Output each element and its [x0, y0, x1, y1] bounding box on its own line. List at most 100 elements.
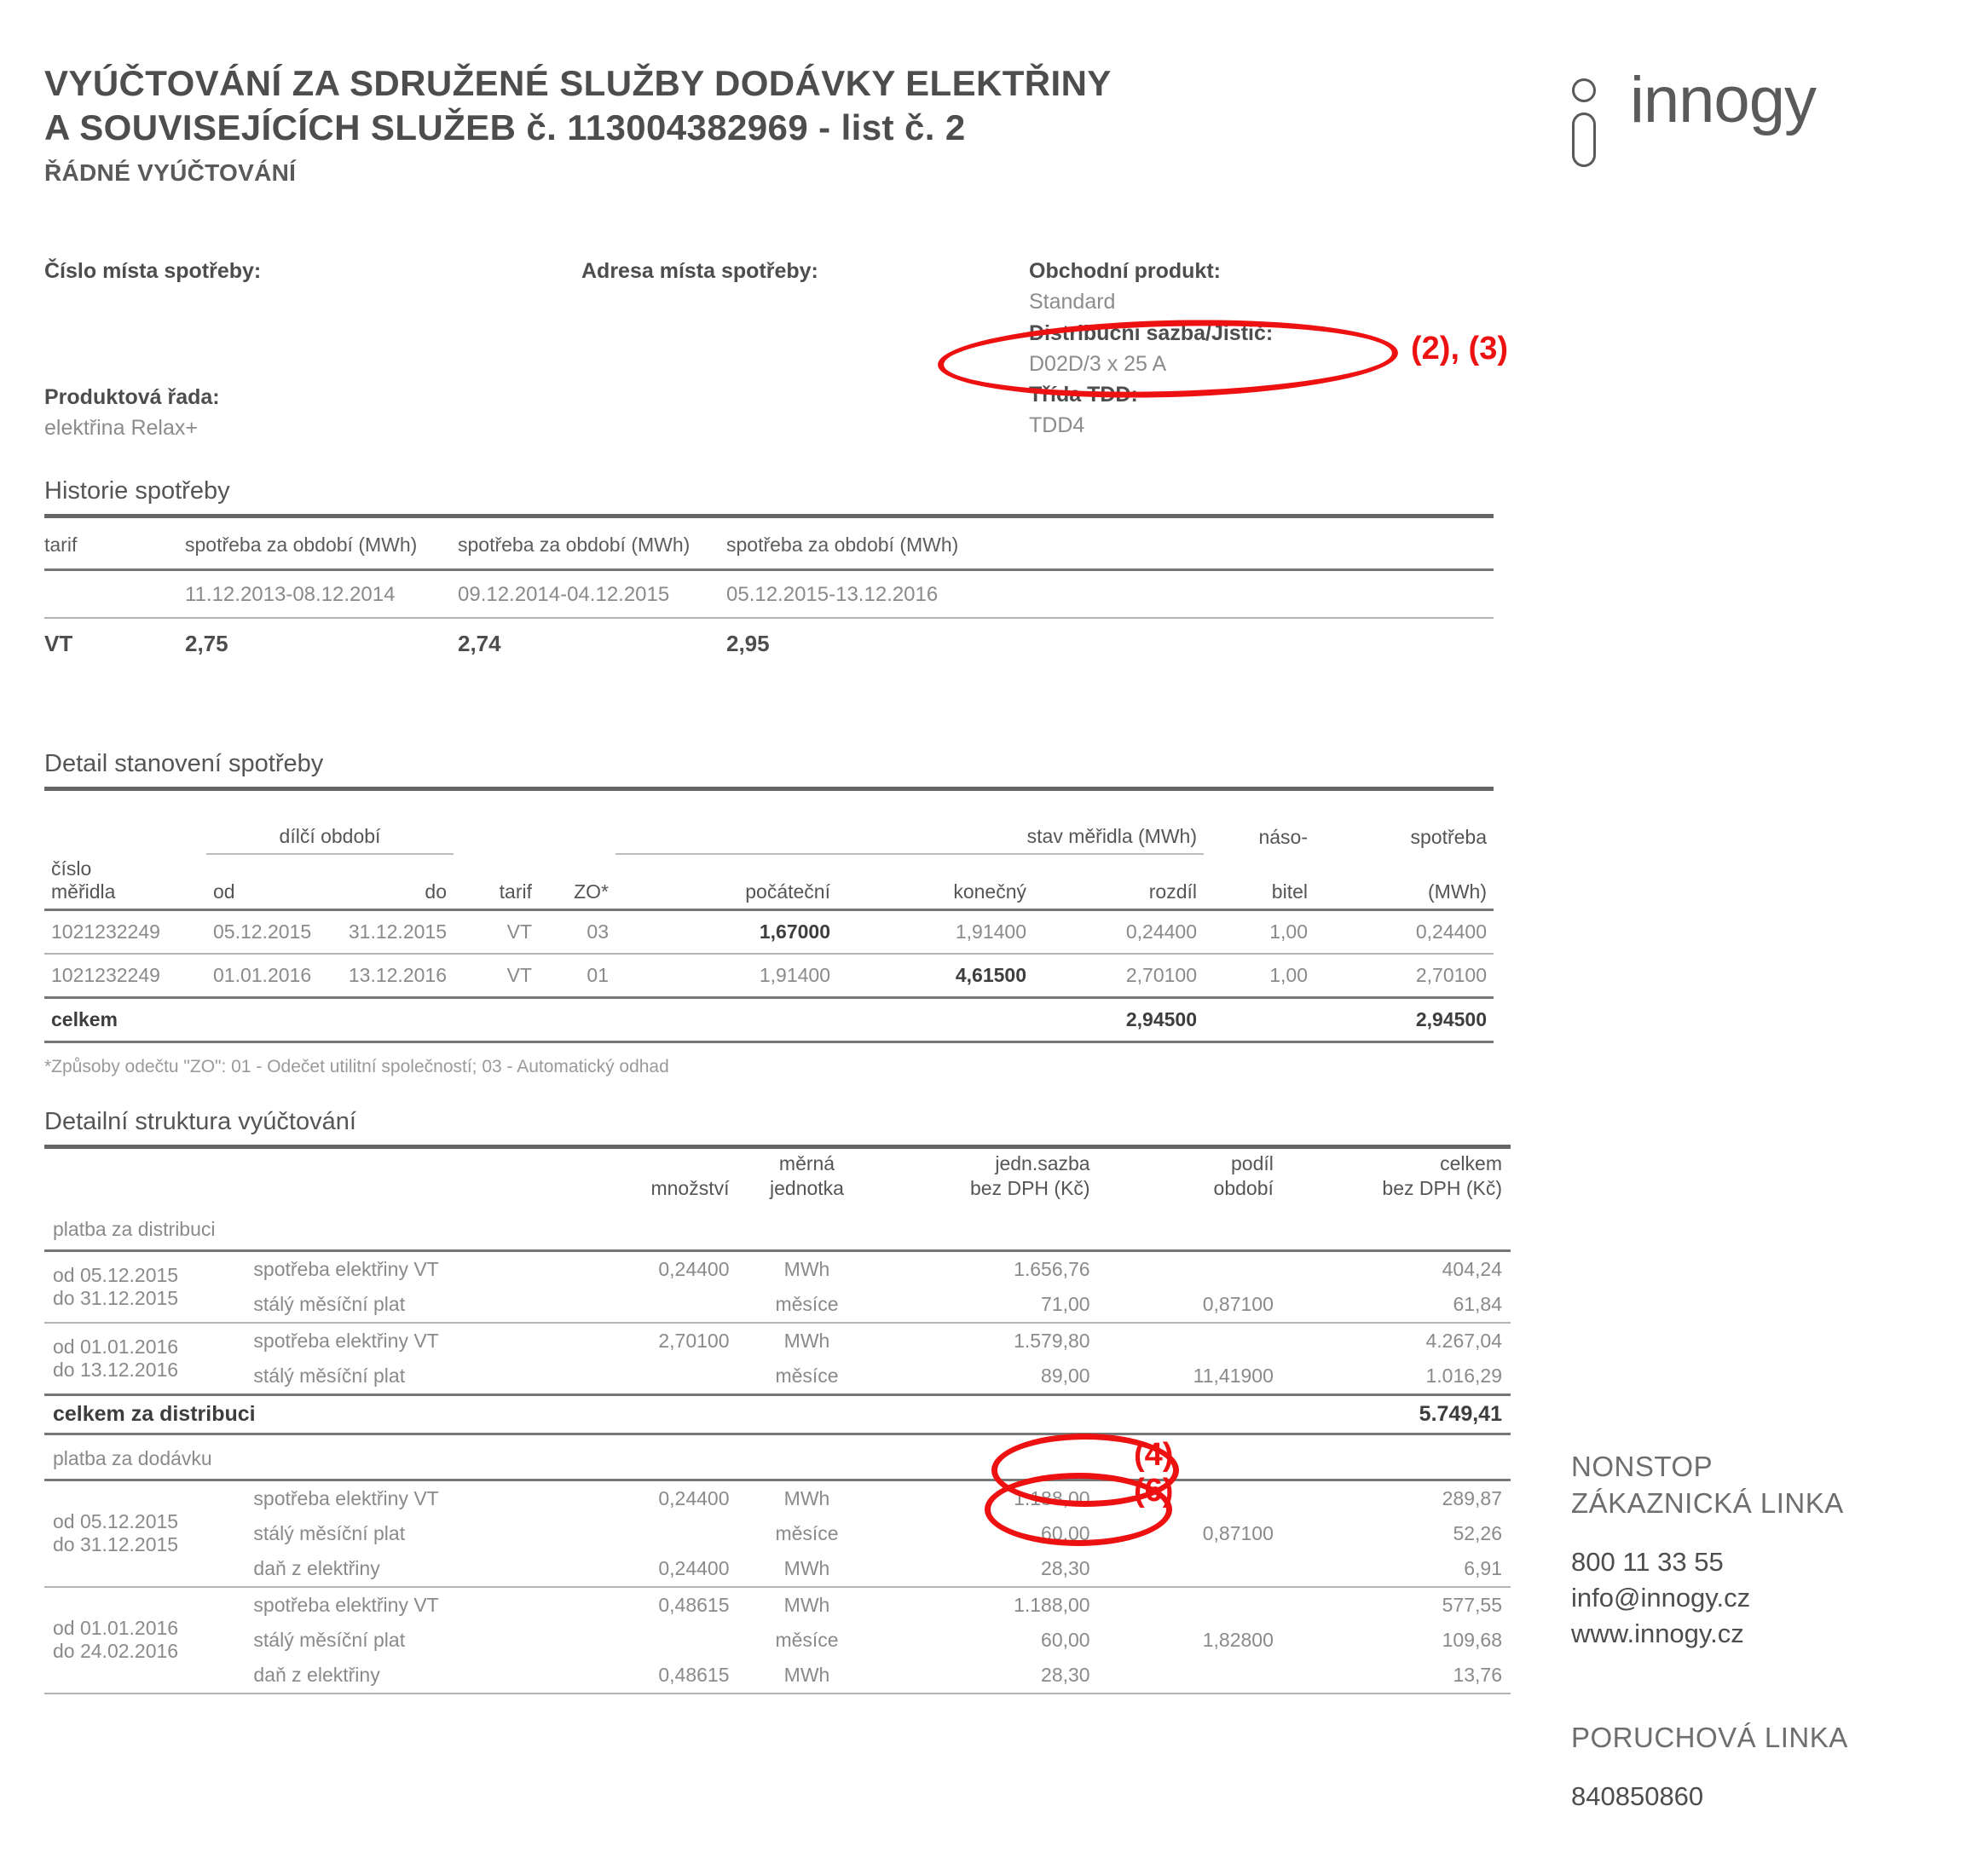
- cell-nasobitel: 1,00: [1269, 920, 1308, 943]
- product-line-block: Produktová řada: elektřina Relax+: [44, 382, 220, 444]
- table-header-row: číslo měřidla od do tarif ZO* počáteční …: [44, 854, 1494, 909]
- table-row: 1021232249 01.01.2016 13.12.2016 VT 01 1…: [44, 955, 1494, 996]
- col-podil-line2: období: [1213, 1176, 1274, 1199]
- table-group-header-row: dílčí období stav měřidla (MWh) náso- sp…: [44, 791, 1494, 855]
- table-row: VT 2,75 2,74 2,95: [44, 619, 1494, 667]
- cell-jednotka: MWh: [783, 1486, 830, 1509]
- cell-tarif: VT: [506, 920, 532, 943]
- consumption-point-number-label: Číslo místa spotřeby:: [44, 259, 262, 283]
- cell-konecny: 4,61500: [955, 964, 1026, 986]
- cell-period-from: od 05.12.2015: [53, 1263, 179, 1286]
- divider: [44, 909, 1494, 911]
- cell-podil: [1099, 1588, 1282, 1623]
- cell-sazba: 60,00: [1041, 1521, 1090, 1544]
- cell-jednotka: MWh: [783, 1593, 830, 1616]
- cell-period: od 05.12.2015 do 31.12.2015: [44, 1252, 245, 1322]
- cell-podil: [1099, 1481, 1282, 1516]
- col-period-2: spotřeba za období (MWh): [458, 534, 691, 556]
- col-celkem: celkem bez DPH (Kč): [1282, 1149, 1511, 1204]
- spacer: [1571, 1757, 1946, 1779]
- info-col-product: Obchodní produkt: Standard Distribuční s…: [1029, 256, 1557, 441]
- cell-jednotka: měsíce: [775, 1521, 839, 1544]
- divider: [44, 1692, 1511, 1694]
- cell-celkem: 577,55: [1442, 1593, 1502, 1616]
- cell-zo: 03: [587, 920, 609, 943]
- cell-spotreba: 2,70100: [1415, 964, 1487, 986]
- cell-empty: [206, 999, 330, 1041]
- cell-period: od 01.01.2016 do 24.02.2016: [44, 1588, 245, 1693]
- consumption-history-heading: Historie spotřeby: [44, 477, 230, 505]
- divider: [44, 1432, 1511, 1435]
- cell-podil: [1099, 1551, 1282, 1586]
- cell-rozdil: 2,70100: [1125, 964, 1197, 986]
- divider-row: [44, 1478, 1511, 1481]
- consumption-detail-heading: Detail stanovení spotřeby: [44, 750, 324, 777]
- cell-celkem: 109,68: [1442, 1628, 1502, 1651]
- distribution-total-value: 5.749,41: [1419, 1401, 1502, 1426]
- col-jedn-sazba: jedn.sazba bez DPH (Kč): [876, 1149, 1099, 1204]
- col-mnozstvi: množství: [650, 1176, 730, 1199]
- customer-phone: 800 11 33 55: [1571, 1546, 1724, 1577]
- cell-empty: [738, 1396, 876, 1433]
- cell-period: od 01.01.2016 do 13.12.2016: [44, 1324, 245, 1394]
- divider: [44, 514, 1494, 518]
- cell-jednotka: MWh: [783, 1663, 830, 1686]
- cell-sazba: 1.188,00: [1014, 1593, 1090, 1616]
- commercial-product-value: Standard: [1029, 290, 1116, 314]
- group-stav-meridla: stav měřidla (MWh): [615, 791, 1204, 855]
- nonstop-label-line1: NONSTOP: [1571, 1451, 1713, 1482]
- cell-jednotka: MWh: [783, 1257, 830, 1280]
- table-row: od 01.01.2016 do 13.12.2016 spotřeba ele…: [44, 1324, 1511, 1381]
- cell-period-to: do 13.12.2016: [53, 1358, 179, 1381]
- col-pocatecni: počáteční: [745, 880, 830, 903]
- cell-total-rozdil: 2,94500: [1125, 1008, 1197, 1030]
- spacer: [1571, 1522, 1946, 1544]
- col-meridla-label: měřidla: [51, 880, 116, 903]
- cell-jednotka: měsíce: [775, 1292, 839, 1315]
- cell-sazba: 28,30: [1041, 1556, 1090, 1579]
- col-sazba-line2: bez DPH (Kč): [970, 1176, 1090, 1199]
- col-tarif: tarif: [44, 534, 78, 556]
- cell-konecny: 1,91400: [955, 920, 1026, 943]
- col-tarif: tarif: [499, 880, 532, 903]
- consumption-history-section: Historie spotřeby tarif spotřeba za obdo…: [44, 477, 1494, 667]
- cell-value-1: 2,75: [185, 631, 228, 656]
- cell-sazba: 71,00: [1041, 1292, 1090, 1315]
- divider-row: [44, 1249, 1511, 1252]
- table-row: daň z elektřiny 0,48615 MWh 28,30 13,76: [44, 1658, 1511, 1693]
- commercial-product-label: Obchodní produkt:: [1029, 259, 1221, 283]
- table-row: daň z elektřiny 0,24400 MWh 28,30 6,91: [44, 1551, 1511, 1586]
- cell-celkem: 1.016,29: [1425, 1364, 1502, 1387]
- divider-row: [44, 953, 1494, 955]
- consumption-detail-table: dílčí období stav měřidla (MWh) náso- sp…: [44, 791, 1494, 1043]
- cell-desc: spotřeba elektřiny VT: [253, 1257, 439, 1280]
- cell-empty: [539, 999, 615, 1041]
- col-rozdil: rozdíl: [1148, 880, 1197, 903]
- col-celkem-line1: celkem: [1440, 1152, 1502, 1174]
- cell-podil: 1,82800: [1202, 1628, 1274, 1651]
- cell-sazba: 89,00: [1041, 1364, 1090, 1387]
- cell-sazba: 1.188,00: [1014, 1486, 1090, 1509]
- info-col-consumption-point: Číslo místa spotřeby: Produktová řada: e…: [44, 256, 522, 440]
- section-label-row: platba za distribuci: [44, 1204, 1511, 1249]
- col-od: od: [213, 880, 235, 903]
- cell-mnozstvi: 0,24400: [658, 1556, 730, 1579]
- cell-desc: spotřeba elektřiny VT: [253, 1486, 439, 1509]
- consumption-detail-section: Detail stanovení spotřeby dílčí období s…: [44, 750, 1494, 1077]
- cell-do: 31.12.2015: [348, 920, 447, 943]
- nonstop-label-line2: ZÁKAZNICKÁ LINKA: [1571, 1486, 1844, 1519]
- cell-jednotka: měsíce: [775, 1628, 839, 1651]
- detail-footnote: *Způsoby odečtu "ZO": 01 - Odečet utilit…: [44, 1057, 669, 1076]
- customer-website[interactable]: www.innogy.cz: [1571, 1619, 1744, 1649]
- cell-podil: [1099, 1252, 1282, 1287]
- cell-mnozstvi: [569, 1516, 738, 1551]
- col-podil-line1: podíl: [1231, 1152, 1274, 1174]
- doc-title-line-2: A SOUVISEJÍCÍCH SLUŽEB č. 113004382969 -…: [44, 107, 966, 147]
- fault-line-phone: 840850860: [1571, 1781, 1704, 1812]
- cell-podil: 0,87100: [1202, 1521, 1274, 1544]
- cell-celkem: 13,76: [1453, 1663, 1502, 1686]
- customer-email[interactable]: info@innogy.cz: [1571, 1582, 1751, 1613]
- tdd-class-label: Třída TDD:: [1029, 383, 1138, 407]
- cell-sazba: 1.579,80: [1014, 1329, 1090, 1352]
